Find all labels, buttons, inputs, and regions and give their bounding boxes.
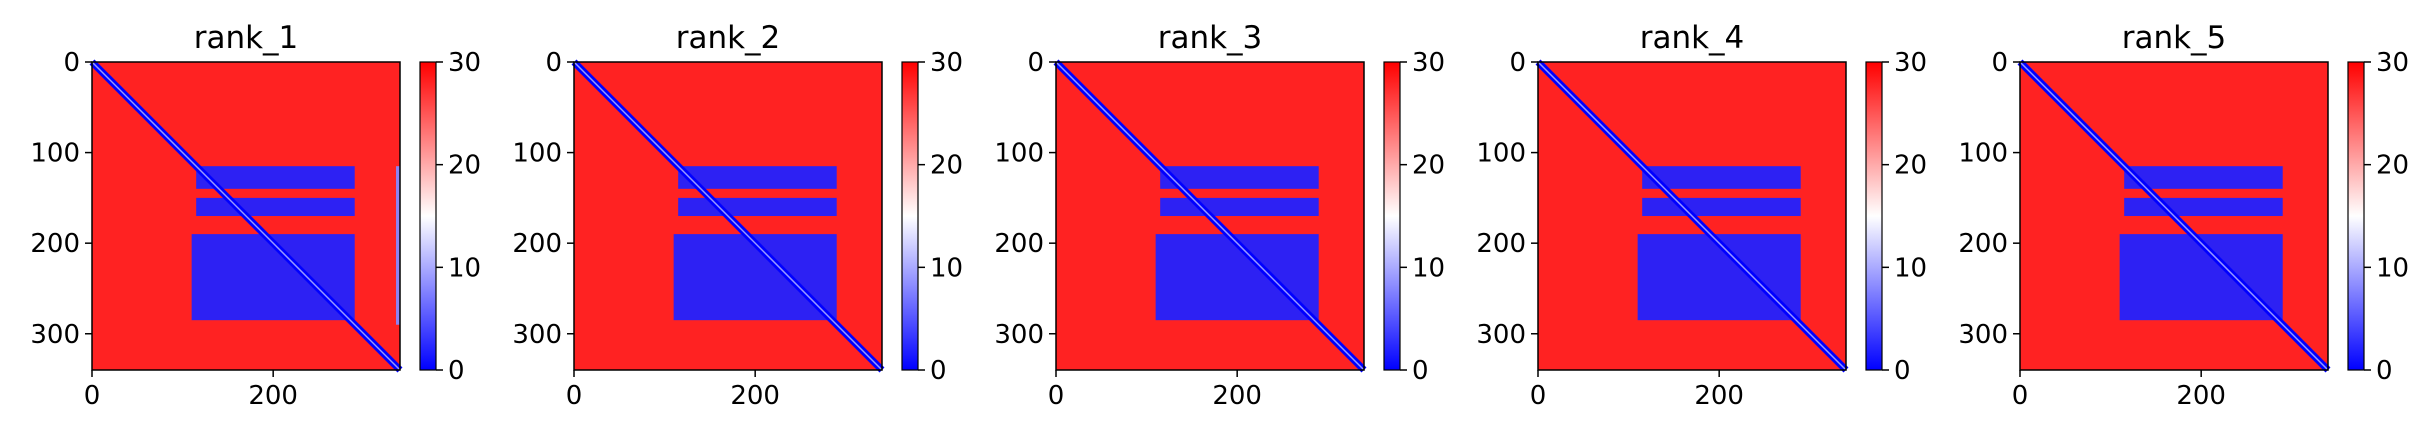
y-tick-label: 200 <box>1476 229 1526 259</box>
x-tick-label: 200 <box>1694 381 1744 411</box>
colorbar-tick-label: 10 <box>1412 253 1445 283</box>
colorbar <box>419 61 437 371</box>
colorbar <box>2347 61 2365 371</box>
y-tick-label: 200 <box>1958 229 2008 259</box>
heatmap-panel-2: rank_2 0 200 0 100 200 300 0 10 20 30 <box>512 20 963 411</box>
heatmap-block <box>191 234 355 321</box>
axes-frame <box>91 61 401 371</box>
y-tick-label: 0 <box>1509 48 1526 78</box>
heatmap-block <box>396 166 400 325</box>
y-tick-label: 0 <box>1027 48 1044 78</box>
heatmap-panel-4: rank_4 0 200 0 100 200 300 0 10 20 30 <box>1476 20 1927 411</box>
heatmap-block <box>1160 197 1319 216</box>
colorbar-tick-label: 30 <box>1894 48 1927 78</box>
y-tick-label: 100 <box>1958 139 2008 169</box>
colorbar-tick-label: 0 <box>930 356 947 386</box>
colorbar-tick-label: 10 <box>2376 253 2409 283</box>
y-tick-label: 300 <box>30 320 80 350</box>
colorbar <box>1865 61 1883 371</box>
heatmap-diagonal-core <box>1537 61 1847 371</box>
y-tick-label: 100 <box>1476 139 1526 169</box>
panel-title: rank_2 <box>676 20 781 56</box>
heatmap-block <box>1642 197 1801 216</box>
y-tick-label: 200 <box>30 229 80 259</box>
colorbar-tick-label: 30 <box>2376 48 2409 78</box>
panel-title: rank_3 <box>1158 20 1263 56</box>
colorbar-tick-label: 0 <box>1894 356 1911 386</box>
x-tick-label: 200 <box>248 381 298 411</box>
x-tick-label: 0 <box>1530 381 1547 411</box>
y-tick-label: 100 <box>30 139 80 169</box>
heatmap-block <box>678 197 837 216</box>
heatmap-block <box>1642 166 1801 189</box>
heatmap-block <box>2119 234 2283 321</box>
axes-frame <box>1055 61 1365 371</box>
colorbar-tick-label: 10 <box>448 253 481 283</box>
y-tick-label: 300 <box>1958 320 2008 350</box>
heatmap-block <box>1637 234 1801 321</box>
colorbar-tick-label: 0 <box>2376 356 2393 386</box>
x-tick-label: 200 <box>2176 381 2226 411</box>
y-tick-label: 300 <box>512 320 562 350</box>
colorbar-tick-label: 30 <box>448 48 481 78</box>
x-tick-label: 0 <box>2012 381 2029 411</box>
heatmap-diagonal-core <box>2019 61 2329 371</box>
heatmap-panel-3: rank_3 0 200 0 100 200 300 0 10 20 30 <box>994 20 1445 411</box>
heatmap-block <box>196 166 355 189</box>
x-tick-label: 200 <box>730 381 780 411</box>
heatmap-block <box>673 234 837 321</box>
heatmap-diagonal-core <box>1055 61 1365 371</box>
y-tick-label: 100 <box>512 139 562 169</box>
colorbar <box>901 61 919 371</box>
colorbar-tick-label: 20 <box>930 151 963 181</box>
panel-title: rank_1 <box>194 20 299 56</box>
axes-frame <box>2019 61 2329 371</box>
heatmap-block <box>2124 166 2283 189</box>
x-tick-label: 0 <box>1048 381 1065 411</box>
y-tick-label: 100 <box>994 139 1044 169</box>
colorbar-tick-label: 0 <box>1412 356 1429 386</box>
y-tick-label: 0 <box>63 48 80 78</box>
heatmap-block <box>2124 197 2283 216</box>
colorbar-tick-label: 30 <box>1412 48 1445 78</box>
y-tick-label: 0 <box>545 48 562 78</box>
colorbar-tick-label: 10 <box>930 253 963 283</box>
heatmap-panel-1: rank_1 0 200 0 100 200 300 0 10 20 30 <box>30 20 481 411</box>
y-tick-label: 300 <box>1476 320 1526 350</box>
heatmap-block <box>196 197 355 216</box>
heatmap-block <box>1155 234 1319 321</box>
colorbar-tick-label: 20 <box>1894 151 1927 181</box>
heatmap-block <box>678 166 837 189</box>
axes-frame <box>573 61 883 371</box>
y-tick-label: 0 <box>1991 48 2008 78</box>
y-tick-label: 200 <box>512 229 562 259</box>
colorbar-tick-label: 20 <box>1412 151 1445 181</box>
colorbar-tick-label: 0 <box>448 356 465 386</box>
colorbar <box>1383 61 1401 371</box>
heatmap-panel-5: rank_5 0 200 0 100 200 300 0 10 20 30 <box>1958 20 2409 411</box>
colorbar-tick-label: 10 <box>1894 253 1927 283</box>
panel-title: rank_4 <box>1640 20 1745 56</box>
heatmap-block <box>1160 166 1319 189</box>
x-tick-label: 200 <box>1212 381 1262 411</box>
x-tick-label: 0 <box>566 381 583 411</box>
colorbar-tick-label: 20 <box>2376 151 2409 181</box>
colorbar-tick-label: 30 <box>930 48 963 78</box>
colorbar-tick-label: 20 <box>448 151 481 181</box>
x-tick-label: 0 <box>84 381 101 411</box>
y-tick-label: 200 <box>994 229 1044 259</box>
axes-frame <box>1537 61 1847 371</box>
y-tick-label: 300 <box>994 320 1044 350</box>
panel-title: rank_5 <box>2122 20 2227 56</box>
heatmap-diagonal-core <box>573 61 883 371</box>
heatmap-diagonal-core <box>91 61 401 371</box>
